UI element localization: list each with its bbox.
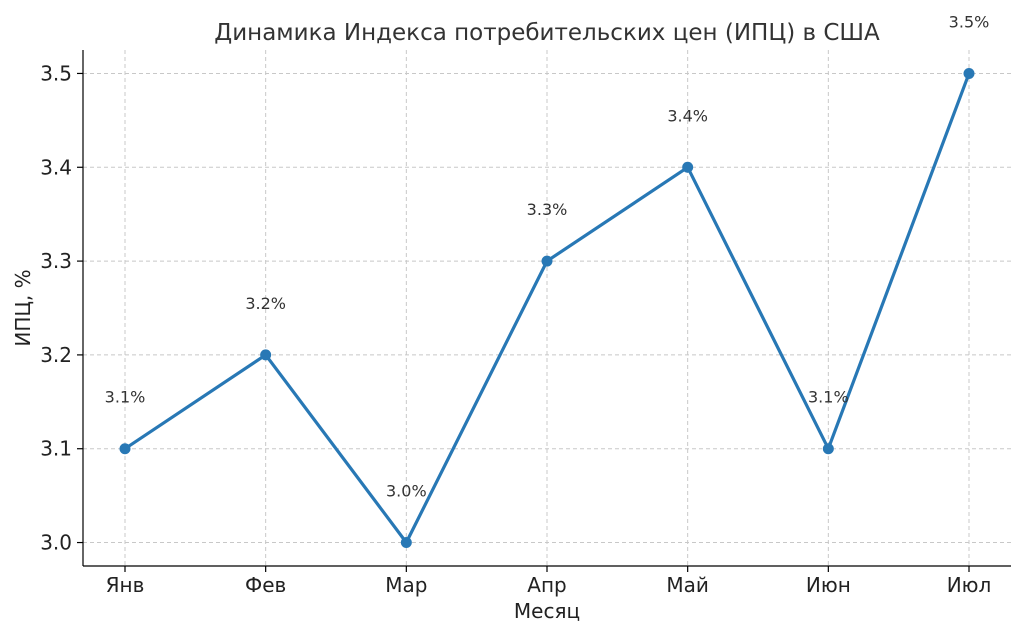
- y-axis-label: ИПЦ, %: [11, 269, 35, 346]
- chart-title: Динамика Индекса потребительских цен (ИП…: [214, 20, 880, 46]
- x-tick-label: Фев: [245, 573, 286, 597]
- data-point: [963, 67, 975, 79]
- y-ticks: 3.0 3.1 3.2 3.3 3.4 3.5: [40, 61, 83, 555]
- y-tick-label: 3.1: [40, 437, 72, 461]
- data-label: 3.3%: [527, 200, 568, 219]
- x-tick-label: Мар: [385, 573, 427, 597]
- data-point: [260, 349, 272, 361]
- y-tick-label: 3.4: [40, 155, 72, 179]
- x-tick-label: Июл: [947, 573, 992, 597]
- x-axis-label: Месяц: [514, 599, 580, 623]
- data-label: 3.1%: [105, 388, 146, 407]
- data-label: 3.0%: [386, 482, 427, 501]
- data-label: 3.5%: [949, 12, 990, 31]
- data-point: [682, 161, 694, 173]
- y-tick-label: 3.0: [40, 531, 72, 555]
- data-point: [822, 443, 834, 455]
- y-tick-label: 3.5: [40, 61, 72, 85]
- data-point: [400, 537, 412, 549]
- data-label: 3.4%: [667, 106, 708, 125]
- data-points: [119, 67, 975, 549]
- grid-lines: [83, 50, 1011, 566]
- y-tick-label: 3.2: [40, 343, 72, 367]
- x-tick-label: Янв: [106, 573, 145, 597]
- x-tick-label: Апр: [527, 573, 566, 597]
- data-labels: 3.1% 3.2% 3.0% 3.3% 3.4% 3.1% 3.5%: [105, 12, 990, 500]
- x-tick-label: Май: [666, 573, 709, 597]
- x-tick-label: Июн: [806, 573, 851, 597]
- x-ticks: Янв Фев Мар Апр Май Июн Июл: [106, 566, 992, 597]
- data-label: 3.1%: [808, 388, 849, 407]
- data-point: [541, 255, 553, 267]
- data-point: [119, 443, 131, 455]
- y-tick-label: 3.3: [40, 249, 72, 273]
- data-label: 3.2%: [245, 294, 286, 313]
